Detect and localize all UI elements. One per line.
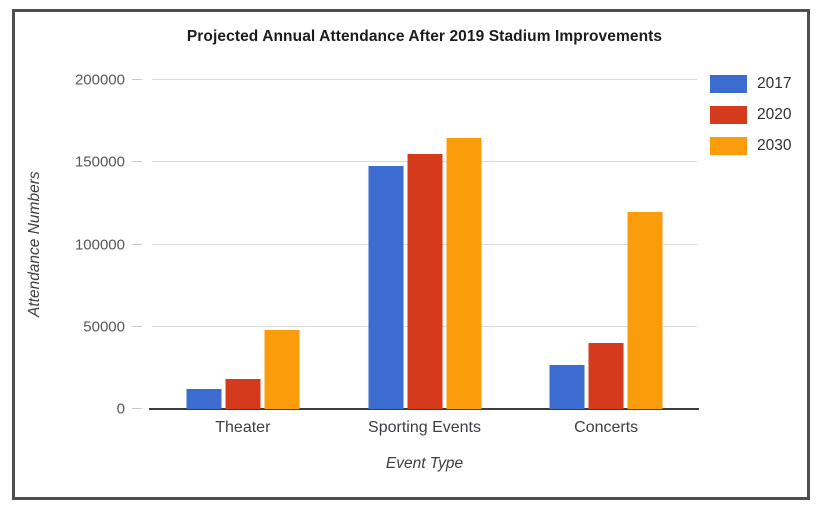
y-tick-mark (132, 408, 142, 409)
bar-group (368, 80, 481, 409)
x-category-label: Concerts (574, 419, 639, 436)
legend-label-2017: 2017 (757, 75, 792, 92)
legend-item: 2030 (710, 137, 791, 155)
legend-swatch-2017 (710, 75, 747, 93)
x-axis-labels: Theater Sporting Events Concerts (152, 419, 697, 441)
bar-2030-concerts (627, 211, 663, 409)
bar-2020-concerts (588, 343, 624, 409)
bar-2020-sporting-events (407, 154, 442, 409)
y-tick-mark (132, 325, 142, 327)
y-tick-mark (132, 79, 142, 80)
y-tick-label: 100000 (74, 236, 125, 253)
legend-label-2030: 2030 (757, 137, 792, 154)
y-tick-label: 200000 (74, 71, 125, 89)
bar-group (186, 80, 300, 409)
chart-title: Projected Annual Attendance After 2019 S… (186, 28, 663, 45)
bar-2017-concerts (549, 364, 585, 409)
y-tick-label: 50000 (83, 318, 125, 336)
legend-label-2020: 2020 (757, 106, 792, 123)
legend-swatch-2030 (710, 137, 747, 155)
x-category-label: Theater (215, 419, 271, 436)
y-tick-mark (132, 161, 142, 163)
legend-item: 2017 (710, 75, 791, 93)
gridline (152, 79, 697, 80)
legend-item: 2020 (710, 106, 791, 124)
x-axis-line (149, 408, 699, 410)
bar-2030-sporting-events (446, 137, 481, 409)
bar-2020-theater (225, 379, 261, 409)
legend-swatch-2020 (710, 106, 747, 124)
y-tick-label: 150000 (74, 153, 125, 171)
x-category-label: Sporting Events (368, 419, 481, 436)
chart-frame: Projected Annual Attendance After 2019 S… (12, 9, 810, 500)
bar-2030-theater (264, 330, 300, 409)
y-tick-label: 0 (116, 400, 125, 418)
legend: 2017 2020 2030 (710, 75, 791, 168)
bar-2017-theater (186, 389, 222, 409)
y-axis-ticks: 0 50000 100000 150000 200000 (35, 72, 142, 418)
bar-group (549, 80, 663, 409)
bar-2017-sporting-events (368, 165, 403, 409)
x-axis-title: Event Type (385, 455, 464, 472)
y-tick-mark (132, 243, 142, 245)
plot-area (149, 79, 699, 410)
